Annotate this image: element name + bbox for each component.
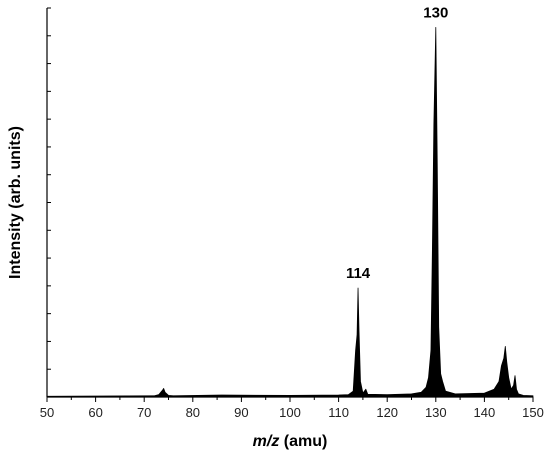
plot-area: 50 60 70 80 90 100 110 120 130 140 150 114 130 [40,4,544,420]
x-tick-label: 120 [376,405,398,420]
x-tick-label: 70 [137,405,151,420]
x-axis-title-variable: m/z [253,433,280,450]
spectrum-series-0 [46,27,534,398]
x-tick-label: 150 [522,405,544,420]
x-tick-label: 110 [328,405,349,420]
peak-label-114: 114 [346,265,371,282]
x-tick-label: 130 [425,405,447,420]
y-axis-title: Intensity (arb. units) [7,126,24,279]
x-tick-label: 50 [40,405,54,420]
x-axis-title: m/z (amu) [253,433,328,450]
x-tick-label: 100 [279,405,301,420]
x-tick-label: 80 [186,405,200,420]
x-tick-label: 60 [88,405,102,420]
x-axis-title-unit: (amu) [279,433,327,450]
x-tick-label: 140 [474,405,496,420]
x-tick-label: 90 [234,405,248,420]
peak-label-130: 130 [423,4,448,21]
